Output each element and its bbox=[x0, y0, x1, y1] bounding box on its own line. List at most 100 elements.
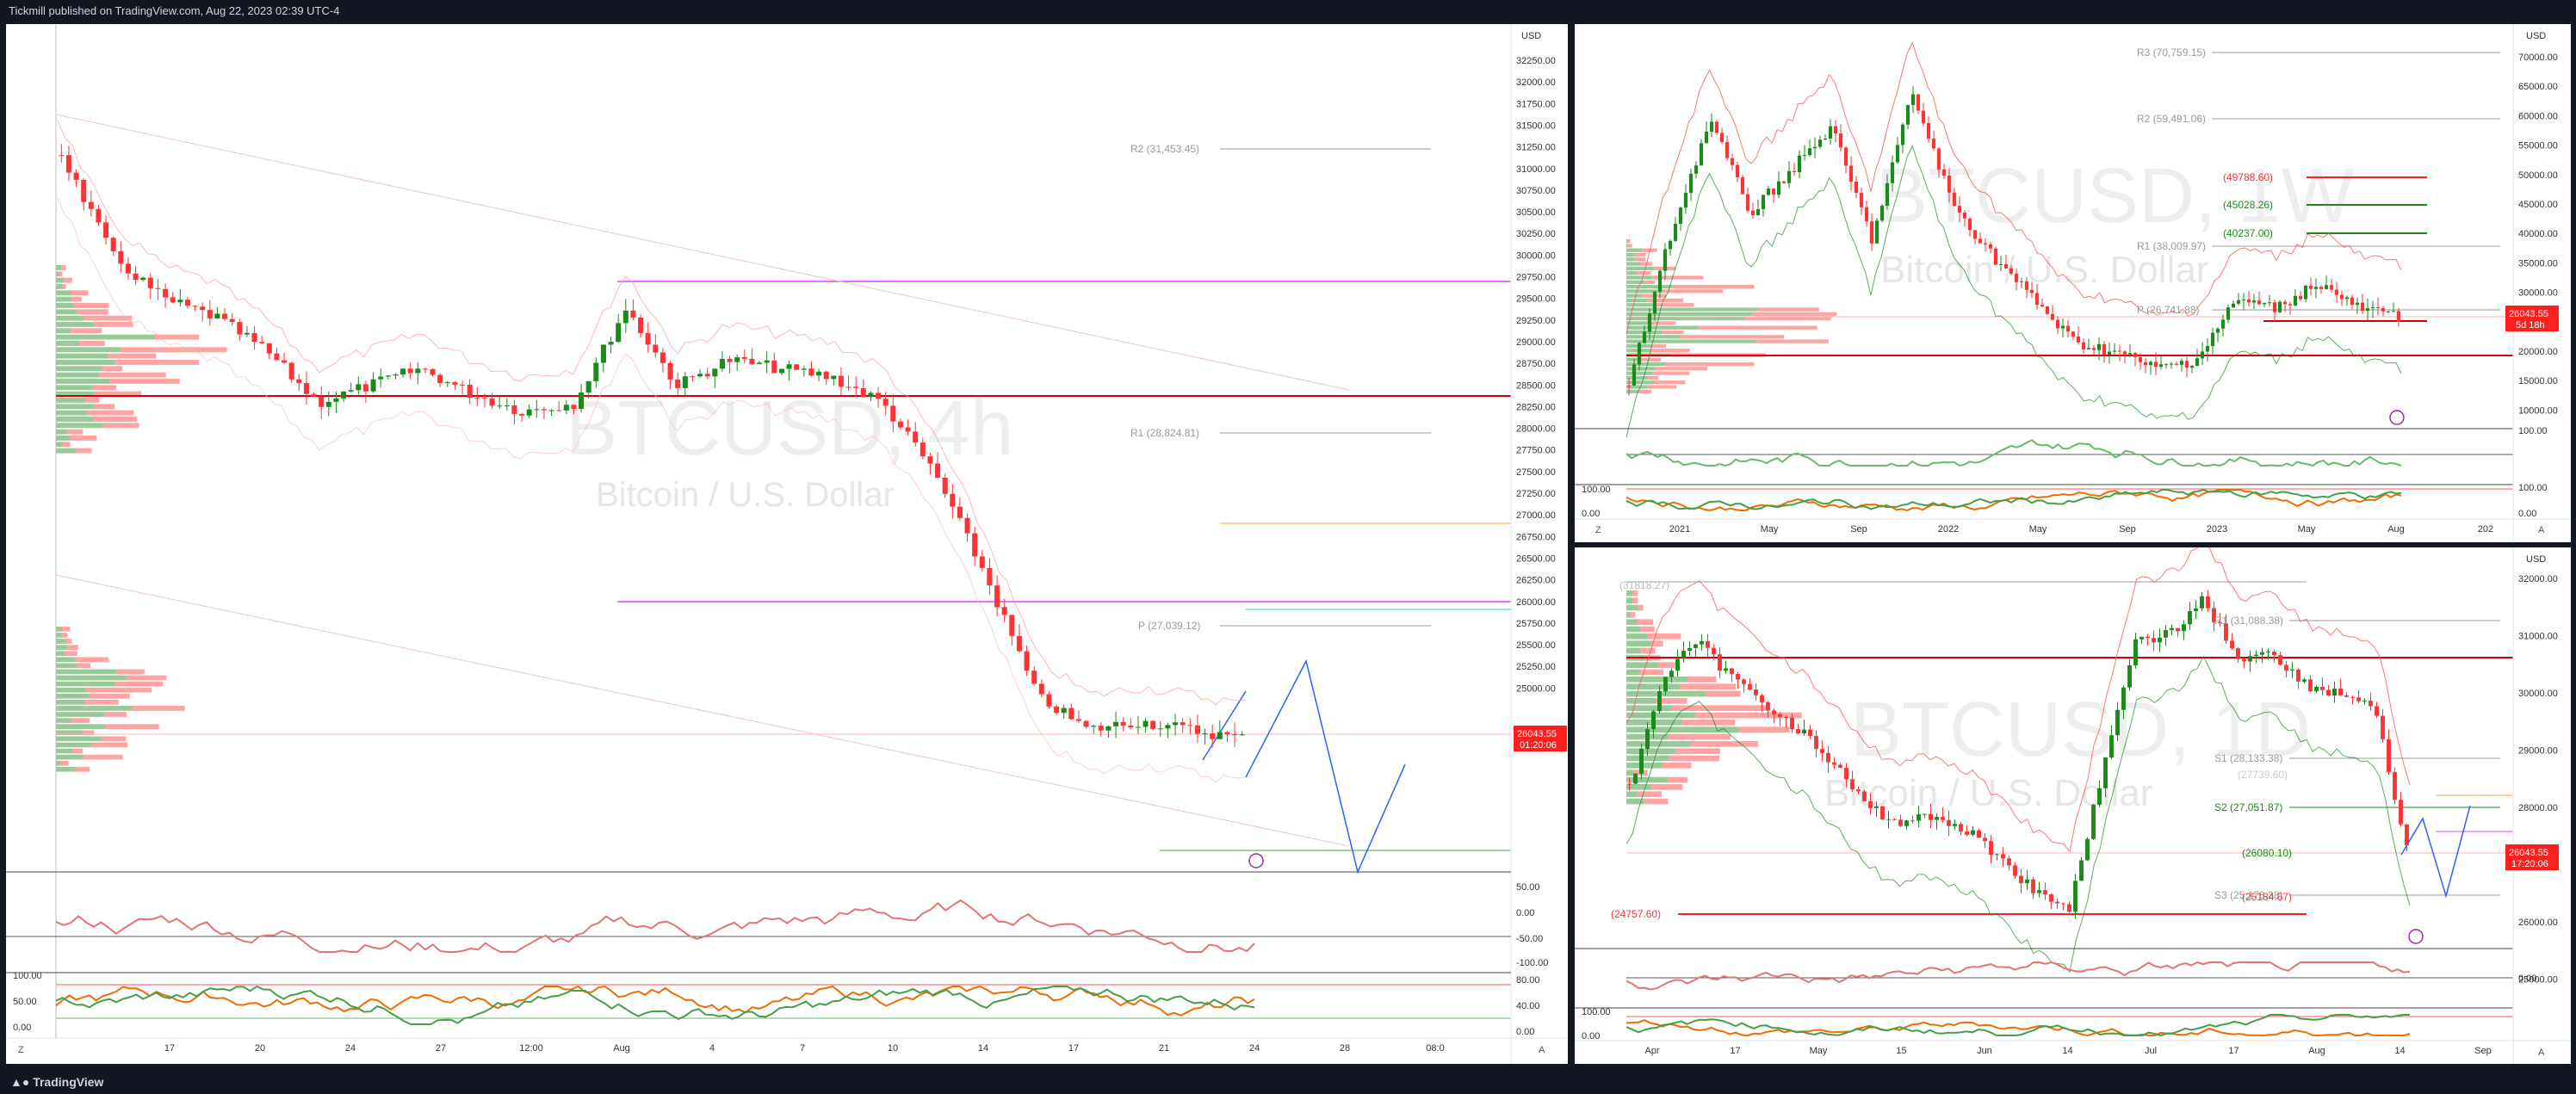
candle-body bbox=[1817, 139, 1823, 147]
price-axis-label: 31000.00 bbox=[2518, 632, 2558, 642]
price-axis-label: 45000.00 bbox=[2518, 200, 2558, 210]
volume-profile-buy bbox=[56, 663, 77, 669]
volume-profile-sell bbox=[90, 742, 128, 748]
candle-body bbox=[2339, 294, 2344, 300]
candle-body bbox=[1673, 223, 1678, 241]
volume-profile-buy bbox=[56, 284, 63, 289]
candle-body bbox=[2226, 307, 2231, 320]
lightning-icon[interactable] bbox=[2408, 929, 2424, 944]
volume-profile-buy bbox=[56, 754, 84, 760]
candle-body bbox=[1962, 212, 1967, 219]
volume-profile-sell bbox=[84, 398, 100, 403]
candle-body bbox=[1786, 170, 1792, 183]
candle-body bbox=[1838, 133, 1843, 148]
candle-body bbox=[2115, 709, 2120, 736]
auto-scale-button[interactable]: A bbox=[2538, 525, 2545, 535]
candle-body bbox=[437, 374, 443, 384]
candle-body bbox=[1083, 720, 1089, 727]
pivot-r3-label: R3 (70,759.15) bbox=[2137, 46, 2206, 59]
candle-body bbox=[1637, 343, 1642, 365]
lightning-icon[interactable] bbox=[2389, 410, 2405, 425]
candle-body bbox=[1766, 189, 1771, 195]
lightning-icon[interactable] bbox=[1248, 853, 1264, 868]
tradingview-logo-icon[interactable]: ▲● bbox=[10, 1075, 34, 1089]
volume-profile-buy bbox=[1626, 248, 1643, 252]
ichimoku-line bbox=[1625, 145, 2402, 437]
countdown: 17:20:06 bbox=[2511, 859, 2548, 869]
time-axis-label: 14 bbox=[2394, 1046, 2405, 1056]
auto-scale-button[interactable]: A bbox=[1539, 1045, 1545, 1055]
candle-body bbox=[214, 313, 220, 318]
z-button[interactable]: Z bbox=[18, 1045, 24, 1055]
candle-body bbox=[1639, 748, 1644, 774]
candle-body bbox=[400, 368, 406, 375]
volume-profile-sell bbox=[1698, 325, 1817, 330]
volume-profile-sell bbox=[1637, 791, 1663, 797]
candle-body bbox=[1730, 158, 1735, 165]
candle-body bbox=[73, 172, 79, 180]
candle-body bbox=[2332, 689, 2337, 696]
chart-canvas-4h[interactable]: BTCUSD, 4h Bitcoin / U.S. Dollar R2 (31,… bbox=[6, 24, 1568, 1064]
volume-profile-sell bbox=[59, 271, 63, 277]
price-axis-label: 30000.00 bbox=[2518, 288, 2558, 299]
volume-profile-sell bbox=[1744, 317, 1831, 321]
volume-profile-buy bbox=[56, 379, 110, 384]
price-axis-label: 30000.00 bbox=[1516, 250, 1556, 261]
auto-scale-button[interactable]: A bbox=[2538, 1048, 2545, 1058]
oscillator-axis-label: 0.00 bbox=[2518, 973, 2536, 984]
candle-body bbox=[1202, 733, 1208, 735]
candle-body bbox=[1802, 155, 1807, 157]
candle-body bbox=[1678, 207, 1683, 224]
volume-profile-buy bbox=[1626, 271, 1638, 275]
price-axis-label: 70000.00 bbox=[2518, 53, 2558, 63]
candle-body bbox=[1776, 181, 1781, 195]
candle-body bbox=[2350, 297, 2355, 306]
time-axis-label: 12:00 bbox=[519, 1043, 543, 1054]
candle-body bbox=[1880, 806, 1885, 820]
price-axis-label: 30000.00 bbox=[2518, 689, 2558, 699]
time-axis-label: 17 bbox=[1730, 1046, 1740, 1056]
candle-body bbox=[362, 384, 368, 392]
time-axis-label: May bbox=[1761, 524, 1779, 535]
chart-panel-1d[interactable]: BTCUSD, 1D Bitcoin / U.S. Dollar (31818.… bbox=[1575, 547, 2571, 1064]
candle-body bbox=[1627, 783, 1632, 785]
candle-body bbox=[1807, 148, 1812, 156]
volume-profile-sell bbox=[109, 379, 180, 384]
chart-panel-1w[interactable]: BTCUSD, 1W Bitcoin / U.S. Dollar R3 (70,… bbox=[1575, 24, 2571, 542]
volume-profile-buy bbox=[56, 322, 95, 327]
chart-canvas-1w[interactable]: BTCUSD, 1W Bitcoin / U.S. Dollar R3 (70,… bbox=[1575, 24, 2571, 542]
candle-body bbox=[593, 362, 599, 381]
pivot-r1-label: R1 (31,088.38) bbox=[2214, 615, 2283, 627]
volume-profile-sell bbox=[1650, 349, 1690, 353]
volume-profile-sell bbox=[102, 366, 123, 372]
candle-body bbox=[1210, 733, 1216, 739]
volume-profile-sell bbox=[1643, 798, 1669, 805]
volume-profile-buy bbox=[56, 309, 77, 315]
time-axis-label: 17 bbox=[164, 1043, 175, 1054]
candle-body bbox=[2200, 596, 2204, 609]
candle-body bbox=[2319, 287, 2324, 289]
volume-profile-buy bbox=[1626, 784, 1651, 790]
oscillator-axis-label: 100.00 bbox=[2518, 483, 2548, 493]
z-button[interactable]: Z bbox=[1595, 525, 1601, 535]
chart-panel-4h[interactable]: BTCUSD, 4h Bitcoin / U.S. Dollar R2 (31,… bbox=[6, 24, 1568, 1064]
volume-profile-sell bbox=[1647, 375, 1658, 380]
candle-body bbox=[1971, 830, 1975, 835]
watermark-desc: Bitcoin / U.S. Dollar bbox=[1880, 249, 2208, 291]
candle-body bbox=[1895, 145, 1900, 163]
candle-body bbox=[950, 493, 956, 507]
price-axis-label: 31250.00 bbox=[1516, 143, 1556, 153]
candle-body bbox=[497, 405, 503, 407]
brand-name[interactable]: TradingView bbox=[33, 1075, 104, 1089]
candle-body bbox=[311, 393, 317, 397]
time-axis-label: 4 bbox=[709, 1043, 715, 1054]
price-tag-box bbox=[2505, 844, 2559, 870]
candle-body bbox=[2329, 285, 2334, 290]
candle-body bbox=[2393, 771, 2397, 800]
candle-body bbox=[244, 332, 250, 335]
volume-profile-sell bbox=[88, 693, 130, 699]
candle-body bbox=[1859, 193, 1864, 207]
candle-body bbox=[81, 179, 87, 202]
chart-canvas-1d[interactable]: BTCUSD, 1D Bitcoin / U.S. Dollar (31818.… bbox=[1575, 547, 2571, 1064]
candle-body bbox=[1784, 717, 1788, 719]
